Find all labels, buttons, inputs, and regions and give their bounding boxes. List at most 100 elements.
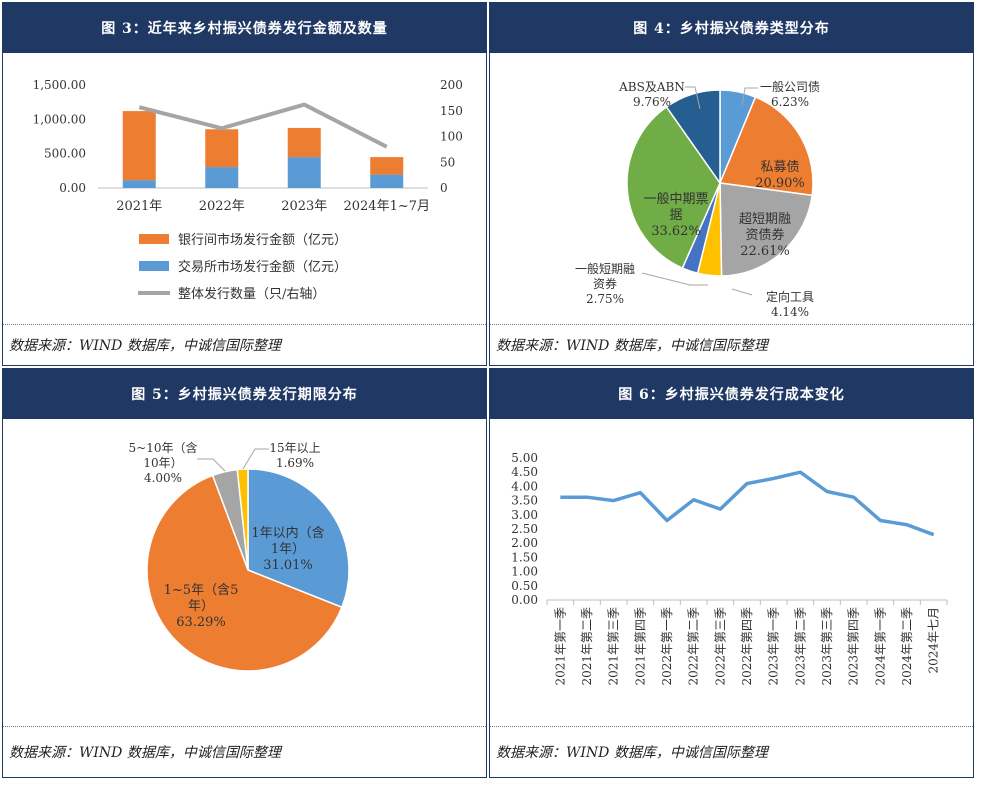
legend-swatch: [139, 234, 169, 244]
x-tick-label: 2023年第四季: [847, 607, 861, 686]
data-label: 1~5年（含5: [164, 582, 239, 598]
chart-source: 数据来源：WIND 数据库，中诚信国际整理: [3, 324, 486, 365]
data-label: 年）: [188, 599, 214, 614]
leader-line: [741, 87, 758, 106]
x-tick-label: 2023年第三季: [820, 607, 834, 686]
data-label: 33.62%: [651, 224, 701, 239]
pie-slice: [626, 105, 721, 270]
y-tick-label-left: 1,500.00: [33, 78, 86, 92]
y-tick-label-left: 1,000.00: [33, 112, 86, 126]
leader-line: [242, 448, 269, 470]
data-label: 5~10年（含: [129, 440, 198, 455]
x-tick-label: 2021年第一季: [553, 607, 567, 686]
bar-exchange: [287, 157, 321, 188]
data-label: 4.00%: [144, 471, 182, 485]
y-tick-label-right: 200: [440, 78, 463, 92]
y-tick-label: 1.50: [511, 550, 538, 564]
chart-source: 数据来源：WIND 数据库，中诚信国际整理: [3, 726, 486, 777]
x-tick-label: 2021年第四季: [633, 607, 647, 686]
x-tick-label: 2024年七月: [927, 607, 941, 674]
y-tick-label: 2.00: [511, 536, 538, 550]
issuance-chart: 0.00 500.00 1,000.00 1,500.00 0 50 100 150 200 20…: [33, 78, 463, 302]
maturity-pie: 1年以内（含1年）31.01% 1~5年（含5年）63.29% 5~10年（含10年…: [129, 440, 350, 672]
data-label: 63.29%: [176, 615, 226, 630]
data-label: 20.90%: [755, 176, 805, 191]
x-tick-label: 2022年第一季: [660, 607, 674, 686]
x-tick-label: 2022年第三季: [713, 607, 727, 686]
legend-label: 银行间市场发行金额（亿元）: [178, 232, 347, 248]
data-label: 1年）: [271, 542, 305, 557]
x-tick-label: 2022年: [199, 199, 245, 214]
pie-slice: [719, 182, 814, 277]
data-label: 4.14%: [771, 305, 809, 319]
x-tick-label: 2021年: [116, 199, 162, 214]
y-tick-label-right: 150: [440, 104, 463, 118]
legend-label: 交易所市场发行金额（亿元）: [178, 259, 347, 275]
x-tick-label: 2021年第三季: [607, 607, 621, 686]
data-label: 定向工具: [766, 289, 814, 304]
data-label: 31.01%: [263, 558, 313, 573]
chart-title: 图 5：乡村振兴债券发行期限分布: [3, 369, 486, 419]
bar-interbank: [370, 157, 404, 175]
chart-panel-issuance: 图 3：近年来乡村振兴债券发行金额及数量 0.00 500.00 1,000.00 1…: [2, 2, 487, 366]
y-tick-label: 4.50: [511, 465, 538, 479]
leader-line: [197, 458, 226, 472]
data-label: 据: [669, 208, 682, 223]
bar-interbank: [122, 111, 156, 181]
y-tick-label: 2.50: [511, 522, 538, 536]
chart-panel-cost: 图 6：乡村振兴债券发行成本变化 0.00 0.50 1.00 1.50 2.00 2.5…: [489, 368, 974, 778]
x-tick-label: 2023年: [281, 199, 327, 214]
x-tick-label: 2022年第四季: [740, 607, 754, 686]
x-tick-label: 2024年第一季: [873, 607, 887, 686]
y-tick-label-left: 500.00: [44, 147, 86, 161]
y-tick-label: 0.00: [511, 593, 538, 607]
chart-title: 图 3：近年来乡村振兴债券发行金额及数量: [3, 3, 486, 53]
x-tick-label: 2022年第二季: [687, 607, 701, 686]
leader-line: [641, 272, 708, 286]
data-label: 1.69%: [276, 456, 314, 470]
x-tick-label: 2024年第二季: [900, 607, 914, 686]
y-tick-label-right: 0: [440, 181, 448, 195]
chart-title: 图 4：乡村振兴债券类型分布: [490, 3, 973, 53]
legend-label: 整体发行数量（只/右轴）: [178, 286, 325, 302]
chart-title: 图 6：乡村振兴债券发行成本变化: [490, 369, 973, 419]
data-label: 超短期融: [739, 212, 791, 227]
data-label: 一般公司债: [760, 79, 820, 94]
y-tick-label: 4.00: [511, 479, 538, 493]
data-label: 一般中期票: [643, 191, 708, 207]
pie-slice: [718, 96, 814, 197]
legend-swatch: [139, 261, 169, 271]
chart-panel-maturity: 图 5：乡村振兴债券发行期限分布 1年以内（含 1年） 31.01% 1~5年（含5 年…: [2, 368, 487, 778]
line-cost: [560, 470, 935, 537]
y-tick-label-right: 50: [440, 155, 455, 169]
data-label: 6.23%: [771, 95, 809, 109]
bar-exchange: [205, 167, 239, 188]
y-tick-label-left: 0.00: [59, 181, 86, 195]
leader-line: [685, 86, 701, 110]
y-tick-label: 3.50: [511, 494, 538, 508]
y-tick-label: 5.00: [511, 451, 538, 465]
data-label: 9.76%: [633, 95, 671, 109]
chart-source: 数据来源：WIND 数据库，中诚信国际整理: [490, 726, 973, 777]
bar-interbank: [205, 129, 239, 168]
bar-exchange: [122, 180, 156, 188]
data-label: 私募债: [760, 160, 799, 175]
y-tick-label: 1.00: [511, 565, 538, 579]
chart-source: 数据来源：WIND 数据库，中诚信国际整理: [490, 324, 973, 365]
y-tick-label: 0.50: [511, 579, 538, 593]
data-label: 资券: [593, 276, 617, 291]
y-tick-label-right: 100: [440, 130, 463, 144]
pie-slice: [247, 468, 350, 609]
data-label: 一般短期融: [575, 261, 635, 276]
cost-line-chart: 0.000.501.001.502.002.503.003.504.004.50…: [511, 451, 948, 686]
x-tick-label: 2023年第一季: [767, 607, 781, 686]
data-label: 资债券: [745, 227, 784, 243]
chart-panel-bond-types: 图 4：乡村振兴债券类型分布 一般公司债 6.23% 私募债 20.90% 超短期融 资债…: [489, 2, 974, 366]
x-tick-label: 2023年第二季: [793, 607, 807, 686]
pie-slice: [236, 468, 249, 571]
line-issue-count: [138, 102, 388, 149]
data-label: 10年）: [143, 456, 182, 470]
data-label: 22.61%: [740, 244, 790, 259]
data-label: ABS及ABN: [618, 80, 685, 94]
